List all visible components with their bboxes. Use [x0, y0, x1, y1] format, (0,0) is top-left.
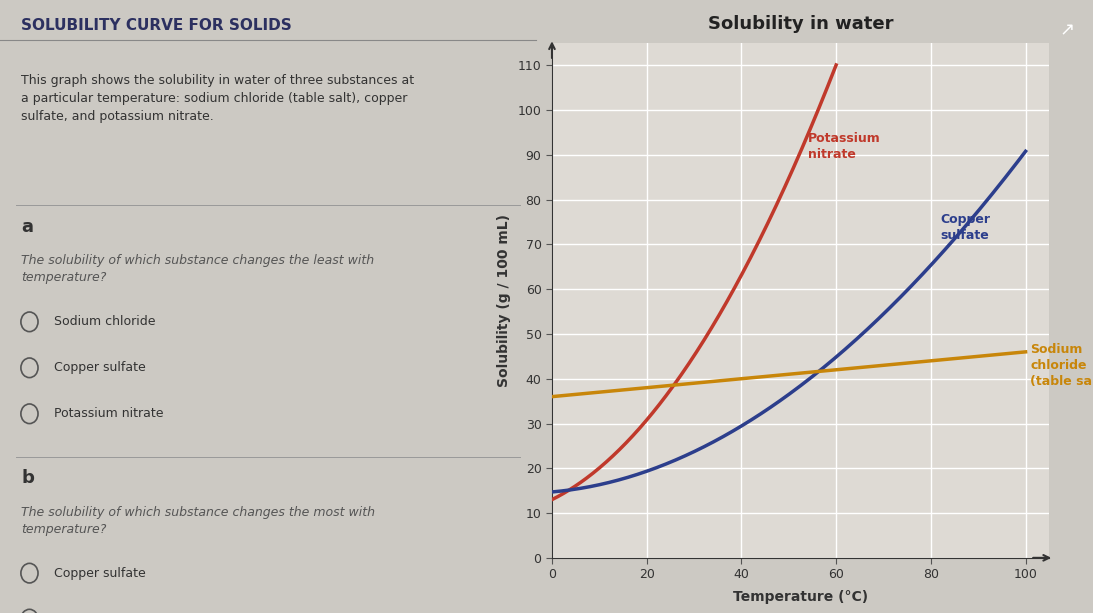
- Text: ↗: ↗: [1059, 21, 1074, 39]
- Text: a: a: [22, 218, 34, 235]
- Title: Solubility in water: Solubility in water: [708, 15, 893, 33]
- Text: Copper sulfate: Copper sulfate: [54, 566, 145, 580]
- Text: Potassium nitrate: Potassium nitrate: [54, 407, 163, 421]
- Text: Potassium
nitrate: Potassium nitrate: [808, 132, 881, 161]
- Text: The solubility of which substance changes the most with
temperature?: The solubility of which substance change…: [22, 506, 375, 536]
- Text: Copper sulfate: Copper sulfate: [54, 361, 145, 375]
- X-axis label: Temperature (°C): Temperature (°C): [733, 590, 868, 604]
- Text: Sodium chloride: Sodium chloride: [54, 315, 155, 329]
- Text: Copper
sulfate: Copper sulfate: [940, 213, 990, 242]
- Text: This graph shows the solubility in water of three substances at
a particular tem: This graph shows the solubility in water…: [22, 74, 414, 123]
- Y-axis label: Solubility (g / 100 mL): Solubility (g / 100 mL): [496, 214, 510, 387]
- Text: The solubility of which substance changes the least with
temperature?: The solubility of which substance change…: [22, 254, 375, 284]
- Text: Sodium
chloride
(table salt): Sodium chloride (table salt): [1031, 343, 1093, 388]
- Text: b: b: [22, 469, 34, 487]
- Text: SOLUBILITY CURVE FOR SOLIDS: SOLUBILITY CURVE FOR SOLIDS: [22, 18, 292, 33]
